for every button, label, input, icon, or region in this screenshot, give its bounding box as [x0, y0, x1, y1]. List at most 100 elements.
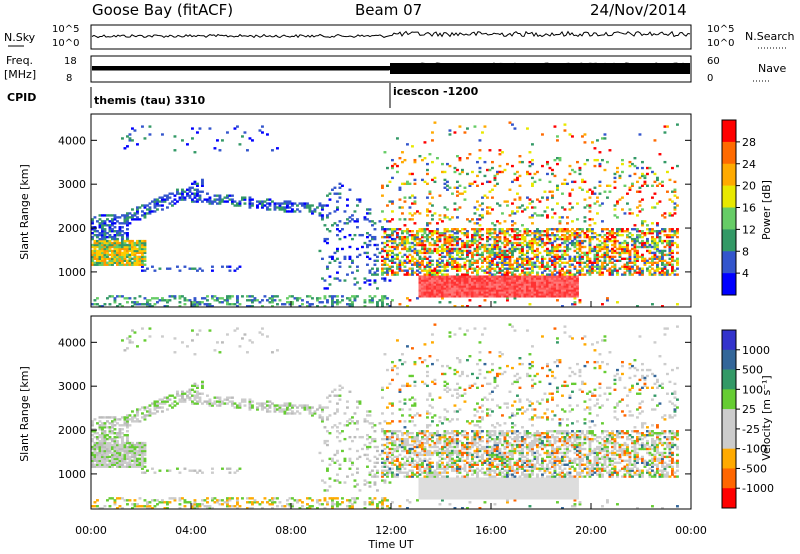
power-cell [351, 301, 354, 304]
power-cell [513, 127, 517, 130]
power-cell [623, 271, 627, 274]
power-cell [108, 295, 112, 298]
power-cell [653, 237, 657, 241]
power-cell [563, 261, 567, 264]
power-cell [441, 269, 444, 272]
velocity-cell [191, 400, 194, 403]
power-cell [523, 275, 527, 278]
velocity-cell [93, 501, 97, 504]
power-cell [598, 271, 602, 274]
power-cell [463, 277, 467, 280]
power-cell [496, 275, 499, 278]
power-cell [251, 305, 254, 307]
power-cell [431, 243, 434, 247]
power-cell [118, 231, 122, 235]
power-cell [236, 299, 239, 302]
power-cell [373, 281, 377, 284]
power-cell [591, 261, 594, 264]
power-cell [128, 133, 132, 136]
power-cell [126, 218, 129, 221]
power-cell [181, 139, 184, 142]
power-cell [533, 291, 537, 294]
power-cell [503, 263, 507, 266]
power-cell [541, 289, 544, 292]
power-cell [521, 287, 524, 290]
power-cell [568, 289, 572, 292]
power-cell [423, 239, 427, 243]
power-cell [481, 259, 484, 262]
power-cell [571, 206, 574, 209]
power-cell [473, 267, 477, 270]
power-cell [493, 245, 497, 249]
power-cell [536, 289, 539, 292]
power-cell [91, 245, 94, 249]
power-cell [433, 275, 437, 278]
power-cell [438, 233, 442, 237]
power-cell [633, 228, 637, 231]
power-cell [568, 295, 572, 298]
power-cell [418, 279, 422, 282]
power-cell [668, 214, 672, 217]
velocity-cell [193, 384, 197, 388]
power-cell [623, 184, 627, 187]
power-cell [483, 247, 487, 251]
power-cell [141, 243, 144, 247]
power-cell [386, 263, 389, 266]
power-cell [393, 237, 397, 241]
power-cell [181, 194, 184, 197]
power-cell [98, 245, 102, 249]
power-cell [448, 218, 452, 221]
power-cell [396, 243, 399, 247]
power-cell [448, 241, 452, 245]
power-cell [636, 214, 639, 217]
power-cell [631, 247, 634, 251]
velocity-cell [133, 463, 137, 466]
velocity-cell [161, 499, 164, 502]
power-cell [581, 230, 584, 233]
power-cell [641, 241, 644, 245]
power-cell [273, 206, 277, 209]
velocity-cell [93, 435, 97, 439]
power-cell [498, 295, 502, 298]
power-cell [336, 277, 339, 280]
velocity-cell [203, 400, 207, 403]
power-cell [638, 271, 642, 274]
power-cell [493, 287, 497, 290]
power-cell [136, 218, 139, 221]
power-cell [471, 271, 474, 274]
velocity-cell [103, 426, 107, 429]
power-cell [471, 253, 474, 257]
power-cell [481, 281, 484, 284]
power-cell [526, 257, 529, 261]
power-cell [596, 212, 599, 215]
power-cell [488, 247, 492, 251]
power-cell [608, 261, 612, 264]
power-cell [153, 297, 157, 300]
power-cell [518, 283, 522, 286]
velocity-cell [106, 453, 109, 457]
power-cell [528, 261, 532, 264]
power-cell [478, 139, 482, 142]
power-cell [451, 239, 454, 243]
power-cell [496, 235, 499, 239]
power-cell [446, 184, 449, 187]
velocity-cell [211, 404, 214, 407]
power-cell [441, 162, 444, 166]
power-cell [443, 291, 447, 294]
power-cell [103, 214, 107, 217]
power-cell [628, 269, 632, 272]
power-cell [551, 168, 554, 172]
power-cell [381, 269, 384, 272]
power-cell [383, 230, 387, 233]
power-cell [113, 249, 117, 253]
power-cell [488, 291, 492, 294]
power-cell [506, 200, 509, 203]
power-cell [466, 233, 469, 237]
velocity-cell [113, 457, 117, 461]
power-cell [168, 267, 172, 270]
power-cell [413, 261, 417, 264]
power-cell [666, 170, 669, 174]
power-cell [201, 200, 204, 203]
power-cell [541, 255, 544, 259]
velocity-cell [148, 335, 152, 338]
